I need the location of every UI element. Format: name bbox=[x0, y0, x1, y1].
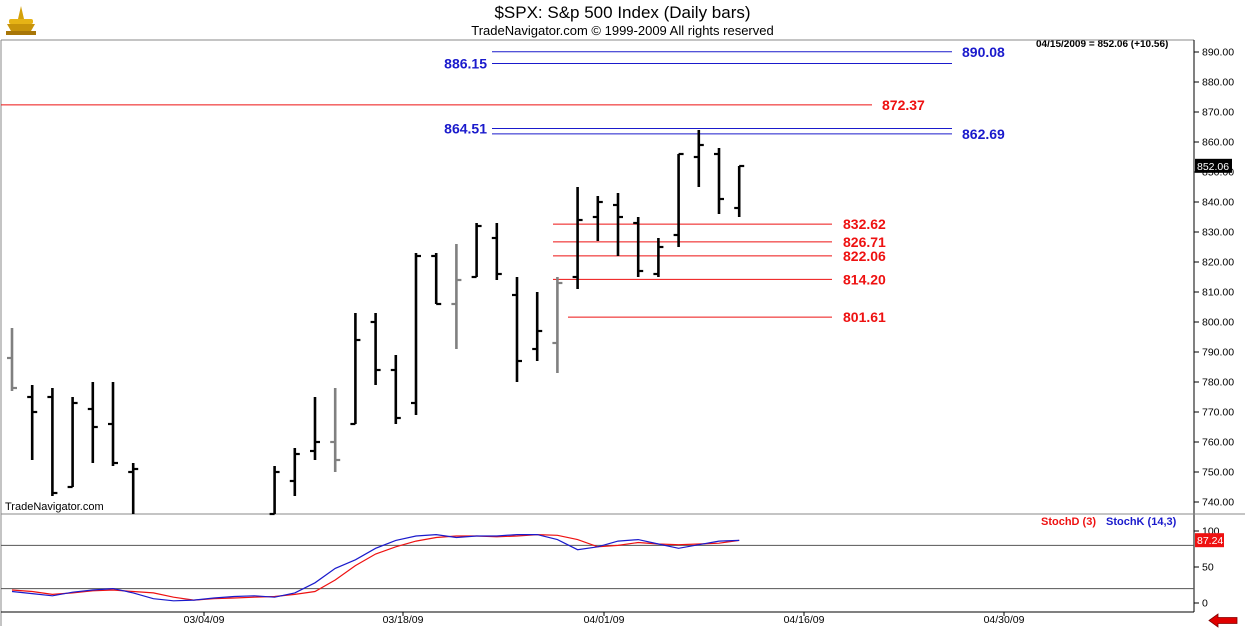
level-label: 872.37 bbox=[882, 97, 925, 113]
price-bars bbox=[7, 130, 745, 516]
price-axis-label: 890.00 bbox=[1202, 47, 1234, 59]
level-label: 832.62 bbox=[843, 216, 886, 232]
last-quote: 04/15/2009 = 852.06 (+10.56) bbox=[1036, 39, 1169, 50]
stoch-series-line bbox=[11, 533, 740, 602]
watermark: TradeNavigator.com bbox=[5, 501, 104, 513]
level-label: 822.06 bbox=[843, 248, 886, 264]
stoch-axis-label: 50 bbox=[1202, 562, 1214, 574]
stoch-value-box bbox=[1195, 533, 1224, 548]
time-axis-label: 04/30/09 bbox=[984, 614, 1025, 626]
price-axis-label: 820.00 bbox=[1202, 257, 1234, 269]
level-label: 862.69 bbox=[962, 126, 1005, 142]
level-label: 826.71 bbox=[843, 234, 886, 250]
level-label: 864.51 bbox=[444, 120, 487, 136]
level-label: 814.20 bbox=[843, 271, 886, 287]
time-axis-label: 03/18/09 bbox=[383, 614, 424, 626]
stoch-series-line bbox=[11, 533, 740, 601]
price-axis-label: 830.00 bbox=[1202, 227, 1234, 239]
price-axis-label: 860.00 bbox=[1202, 137, 1234, 149]
level-label: 886.15 bbox=[444, 56, 487, 72]
price-axis-label: 870.00 bbox=[1202, 107, 1234, 119]
level-label: 801.61 bbox=[843, 309, 886, 325]
copyright-subtitle: TradeNavigator.com © 1999-2009 All right… bbox=[471, 23, 774, 38]
time-axis-label: 04/16/09 bbox=[784, 614, 825, 626]
stoch-axis-label: 0 bbox=[1202, 598, 1208, 610]
time-axis-label: 04/01/09 bbox=[584, 614, 625, 626]
price-axis-label: 880.00 bbox=[1202, 77, 1234, 89]
level-lines: 890.08 886.15 872.37 864.51 862.69 832.62 826.… bbox=[1, 44, 1005, 325]
time-axis: 03/04/09 03/18/09 04/01/09 04/16/09 04/30/09 bbox=[184, 612, 1025, 626]
chart-title: $SPX: S&p 500 Index (Daily bars) bbox=[494, 3, 751, 22]
price-axis-label: 770.00 bbox=[1202, 407, 1234, 419]
price-axis-label: 780.00 bbox=[1202, 377, 1234, 389]
last-price-label: 852.06 bbox=[1197, 161, 1229, 173]
last-price-box bbox=[1195, 158, 1232, 173]
price-axis-label: 790.00 bbox=[1202, 347, 1234, 359]
price-axis-label: 800.00 bbox=[1202, 317, 1234, 329]
stoch-value-label: 87.24 bbox=[1197, 535, 1223, 547]
price-axis-label: 840.00 bbox=[1202, 197, 1234, 209]
level-label: 890.08 bbox=[962, 44, 1005, 60]
stochk-legend: StochK (14,3) bbox=[1106, 516, 1177, 528]
price-axis-label: 810.00 bbox=[1202, 287, 1234, 299]
trade-navigator-logo-icon[interactable] bbox=[4, 5, 38, 37]
time-axis-label: 03/04/09 bbox=[184, 614, 225, 626]
price-axis-label: 750.00 bbox=[1202, 467, 1234, 479]
price-axis-label: 740.00 bbox=[1202, 497, 1234, 509]
price-axis: 740.00 750.00 760.00 770.00 780.00 790.00 800.… bbox=[1194, 47, 1234, 509]
stochd-legend: StochD (3) bbox=[1041, 516, 1096, 528]
price-axis-label: 760.00 bbox=[1202, 437, 1234, 449]
scroll-left-arrow-icon[interactable] bbox=[1208, 613, 1238, 628]
